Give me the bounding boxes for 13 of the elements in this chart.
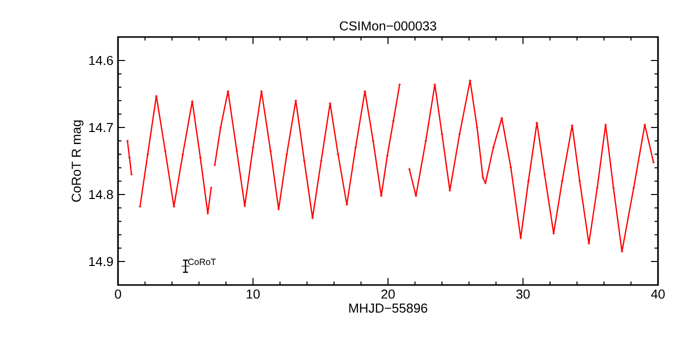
y-axis-title: CoRoT R mag bbox=[72, 120, 84, 202]
x-tick-label: 40 bbox=[651, 290, 665, 299]
y-tick-label: 14.6 bbox=[89, 56, 113, 66]
y-tick-label: 14.9 bbox=[89, 256, 113, 266]
annotation: CoRoT bbox=[188, 258, 216, 266]
x-tick-label: 20 bbox=[381, 290, 395, 299]
y-tick-label: 14.7 bbox=[89, 123, 113, 132]
x-tick-label: 0 bbox=[114, 290, 122, 299]
x-tick-label: 10 bbox=[246, 290, 260, 299]
chart-title: CSIMon−000033 bbox=[340, 21, 436, 30]
y-tick-label: 14.8 bbox=[89, 190, 113, 200]
x-tick-label: 30 bbox=[516, 290, 530, 299]
x-axis-title: MHJD−55896 bbox=[349, 304, 428, 313]
